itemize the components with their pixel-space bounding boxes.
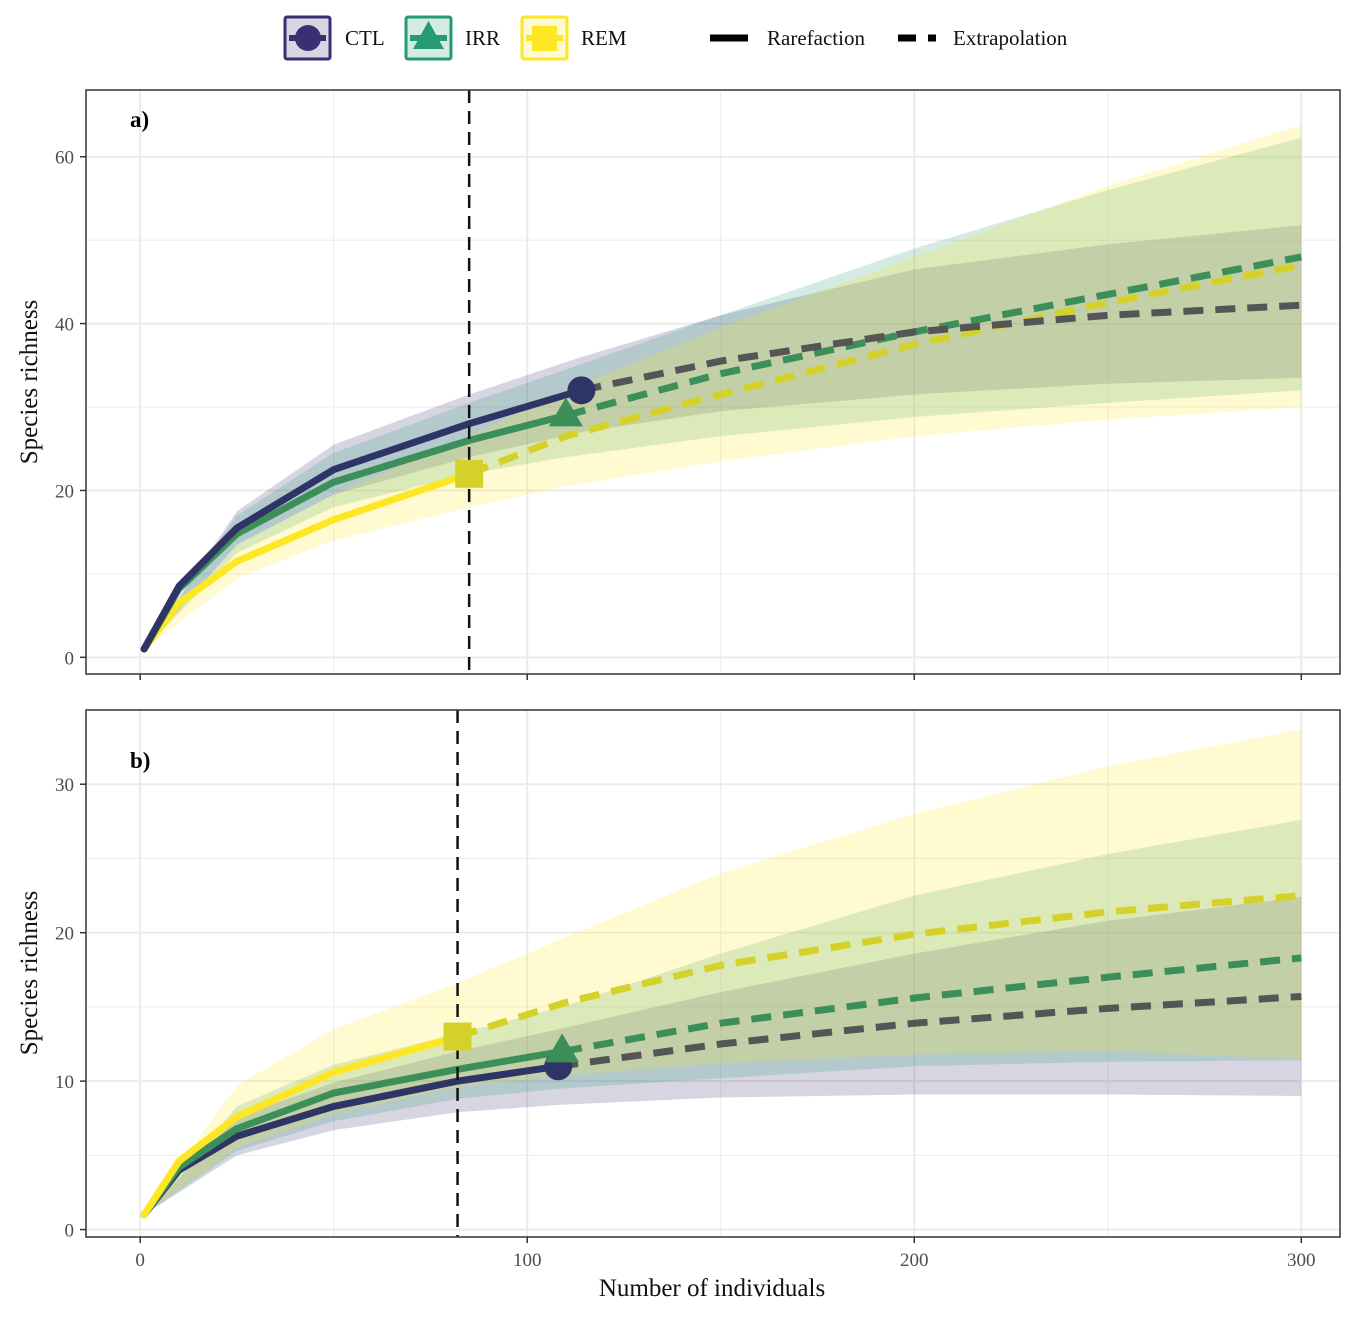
x-tick-label: 0 — [135, 1250, 145, 1271]
legend-ctl-label: CTL — [345, 26, 385, 50]
panel-a-background — [86, 90, 1340, 674]
confidence-band-rem — [144, 125, 1302, 649]
rarefaction-line-rem — [140, 470, 473, 653]
x-tick-label: 200 — [900, 1250, 929, 1271]
y-tick-label: 0 — [65, 1221, 75, 1242]
confidence-band-rem — [144, 729, 1302, 1215]
legend-key-rem: REM — [520, 15, 627, 61]
panel-b-curves — [140, 892, 1302, 1219]
legend-extrapolation-label: Extrapolation — [953, 26, 1068, 50]
observed-point-rem — [443, 1022, 472, 1051]
panel-a-curves — [140, 253, 1302, 653]
confidence-band-ctl — [144, 225, 1302, 649]
rarefaction-line-rem — [140, 1033, 462, 1219]
extrapolation-line-rem — [456, 892, 1302, 1040]
panel-a-label: a) — [130, 107, 149, 132]
y-tick-label: 60 — [55, 148, 74, 169]
legend-key-ctl: CTL — [283, 15, 385, 61]
y-tick-label: 0 — [65, 648, 75, 669]
panel-b-confidence-bands — [144, 729, 1302, 1215]
rarefaction-line-ctl — [140, 386, 585, 653]
extrapolation-line-ctl — [557, 993, 1302, 1070]
y-tick-label: 20 — [55, 481, 74, 502]
panel-a-y-axis-title: Species richness — [16, 300, 43, 465]
legend-ctl-circle-icon — [295, 25, 321, 51]
y-tick-label: 20 — [55, 924, 74, 945]
x-axis-title: Number of individuals — [599, 1275, 825, 1302]
panel-a-grid — [86, 90, 1340, 674]
panel-b-background — [86, 710, 1340, 1237]
panel-b-label: b) — [130, 748, 150, 773]
legend-rem-square-icon — [532, 26, 557, 51]
x-tick-label: 300 — [1287, 1250, 1316, 1271]
panel-b-ticks: 0 100 200 300 0 10 20 30 — [55, 775, 1316, 1271]
y-tick-label: 40 — [55, 315, 74, 336]
observed-point-ctl — [567, 376, 596, 405]
panel-a: 0 20 40 60 a) Species richness — [16, 89, 1341, 680]
y-tick-label: 10 — [55, 1072, 74, 1093]
extrapolation-line-irr — [561, 954, 1302, 1055]
observed-point-rem — [455, 459, 484, 488]
legend-rarefaction-label: Rarefaction — [767, 26, 865, 50]
x-tick-label: 100 — [513, 1250, 542, 1271]
legend-key-extrapolation: Extrapolation — [898, 26, 1068, 50]
confidence-band-ctl — [144, 897, 1302, 1215]
panel-b-observed-markers — [443, 1022, 580, 1081]
panel-a-observed-markers — [455, 376, 596, 488]
legend-key-rarefaction: Rarefaction — [710, 26, 865, 50]
observed-point-irr — [545, 1033, 580, 1063]
confidence-band-irr — [144, 819, 1302, 1215]
panel-b-y-axis-title: Species richness — [16, 891, 43, 1056]
panel-b: 0 100 200 300 0 10 20 30 b) Species richness Nu… — [16, 709, 1341, 1302]
extrapolation-line-ctl — [580, 301, 1302, 394]
observed-point-irr — [548, 397, 583, 427]
legend-rem-label: REM — [581, 26, 627, 50]
legend-irr-label: IRR — [465, 26, 500, 50]
legend: CTL IRR REM Rarefaction Extrapolation — [283, 15, 1068, 61]
y-tick-label: 30 — [55, 775, 74, 796]
legend-key-irr: IRR — [404, 15, 500, 61]
panel-a-border — [85, 89, 1341, 675]
panel-b-border — [85, 709, 1341, 1238]
legend-irr-triangle-icon — [413, 21, 444, 49]
panel-a-ticks: 0 20 40 60 — [55, 148, 1303, 680]
extrapolation-line-rem — [467, 261, 1302, 478]
